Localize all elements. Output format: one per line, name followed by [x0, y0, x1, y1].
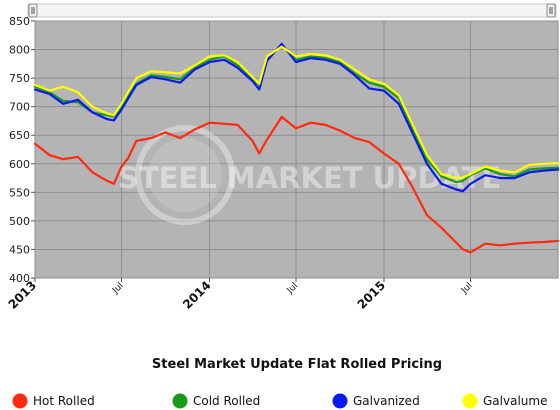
series-line-galvalume[interactable]	[33, 45, 560, 180]
legend-label: Cold Rolled	[193, 394, 260, 408]
gridlines	[34, 20, 558, 279]
x-tick-label: Jul	[459, 281, 474, 296]
legend-item-cold-rolled[interactable]: Cold Rolled	[172, 393, 261, 409]
series-line-galvanized[interactable]	[33, 42, 560, 193]
legend-item-galvanized[interactable]: Galvanized	[332, 393, 420, 409]
legend-item-hot-rolled[interactable]: Hot Rolled	[12, 393, 95, 409]
navigator-handle-right[interactable]	[546, 3, 556, 18]
x-tick-label: 2015	[355, 278, 389, 312]
y-tick-label: 400	[9, 272, 30, 285]
legend-marker	[172, 393, 188, 409]
legend-item-galvalume[interactable]: Galvalume	[462, 393, 548, 409]
y-tick-label: 700	[9, 101, 30, 114]
legend-label: Galvalume	[483, 394, 547, 408]
legend-marker	[332, 393, 348, 409]
legend-label: Hot Rolled	[33, 394, 95, 408]
y-tick-label: 800	[9, 44, 30, 57]
y-tick-label: 650	[9, 129, 30, 142]
chart-title: Steel Market Update Flat Rolled Pricing	[152, 357, 442, 372]
y-tick-label: 750	[9, 72, 30, 85]
navigator-handle-left[interactable]	[28, 3, 38, 18]
x-tick-label: Jul	[285, 281, 300, 296]
y-axis: 400 450 500 550 600 650 700 750 800 850	[9, 15, 35, 285]
series-lines	[33, 42, 560, 254]
y-tick-label: 450	[9, 243, 30, 256]
y-tick-label: 550	[9, 186, 30, 199]
legend-marker	[462, 393, 478, 409]
x-tick-label: 2014	[180, 278, 214, 312]
navigator-bar[interactable]	[27, 3, 557, 18]
y-tick-label: 500	[9, 215, 30, 228]
x-tick-label: Jul	[110, 281, 125, 296]
legend-label: Galvanized	[353, 394, 420, 408]
series-line-hot-rolled[interactable]	[33, 115, 560, 254]
y-tick-label: 850	[9, 15, 30, 28]
x-axis: 2013 Jul 2014 Jul 2015 Jul	[6, 278, 475, 312]
legend: Hot Rolled Cold Rolled Galvanized Galvalume	[12, 393, 548, 409]
watermark-logo: STEEL MARKET UPDATE	[118, 125, 501, 225]
y-tick-label: 600	[9, 158, 30, 171]
legend-marker	[12, 393, 28, 409]
